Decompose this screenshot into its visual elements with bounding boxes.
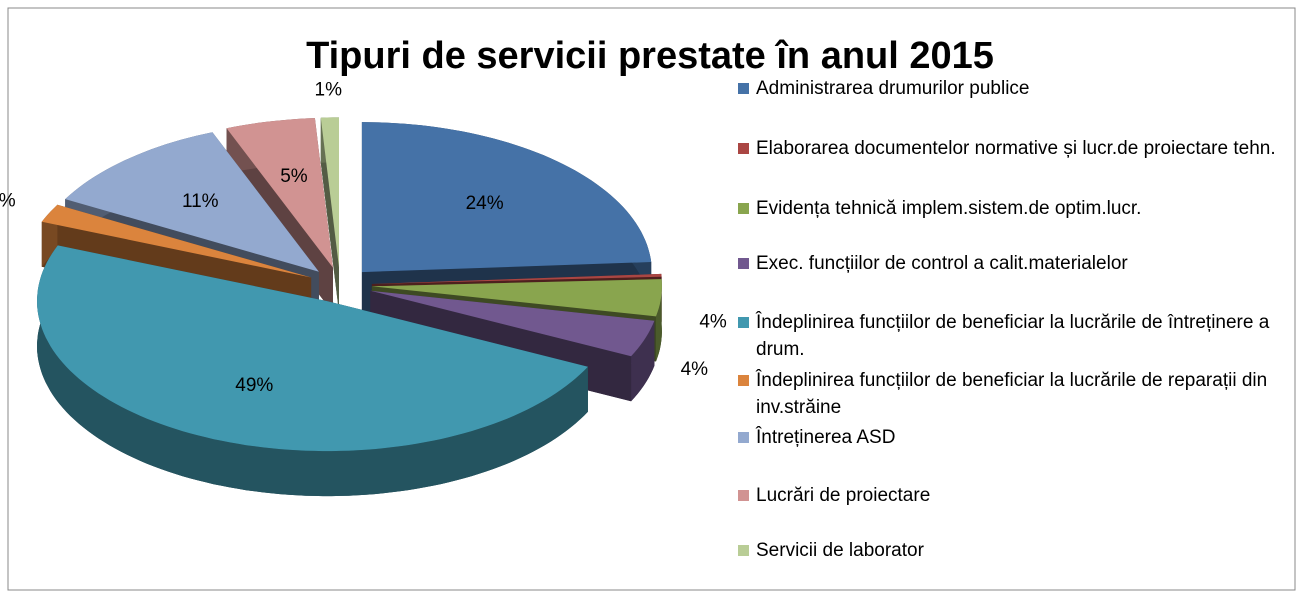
slice-wall [631, 320, 655, 402]
data-label: 4% [681, 359, 709, 380]
data-label: 11% [182, 191, 219, 212]
legend-label: Exec. funcțiilor de control a calit.mate… [756, 253, 1128, 274]
legend-label: Întreținerea ASD [756, 427, 896, 448]
legend-label: Îndeplinirea funcțiilor de beneficiar la… [756, 370, 1268, 418]
legend-key [738, 258, 749, 269]
slice-side [320, 117, 339, 313]
legend-key [738, 545, 749, 556]
legend-label: Îndeplinirea funcțiilor de beneficiar la… [756, 312, 1270, 360]
legend-label: Servicii de laborator [756, 540, 924, 561]
data-label: 49% [235, 375, 273, 396]
legend-label: Administrarea drumurilor publice [756, 78, 1030, 99]
slice-top [370, 290, 655, 357]
data-label: 2% [0, 191, 16, 212]
data-label: 4% [699, 311, 727, 332]
data-label: 24% [466, 193, 504, 214]
legend-label: Lucrări de proiectare [756, 485, 931, 506]
slice-top [65, 132, 319, 272]
legend-key [738, 203, 749, 214]
slice-top [226, 118, 333, 268]
legend-key [738, 375, 749, 386]
slice-wall [656, 279, 662, 362]
legend-label: Elaborarea documentelor normative și luc… [756, 138, 1276, 159]
legend-key [738, 490, 749, 501]
legend-key [738, 317, 749, 328]
legend-key [738, 143, 749, 154]
slice-top [320, 117, 339, 268]
legend-label: Evidența tehnică implem.sistem.de optim.… [756, 198, 1142, 219]
slice-top [37, 245, 588, 452]
data-label: 5% [280, 166, 308, 187]
slice-top [371, 273, 662, 284]
slice-top [41, 204, 312, 278]
legend-key [738, 432, 749, 443]
chart-title: Tipuri de servicii prestate în anul 2015 [306, 35, 994, 77]
slice-top [371, 279, 662, 317]
slice-top [361, 122, 652, 273]
data-label: 1% [315, 80, 343, 101]
slice-wall [37, 245, 588, 497]
legend-key [738, 83, 749, 94]
